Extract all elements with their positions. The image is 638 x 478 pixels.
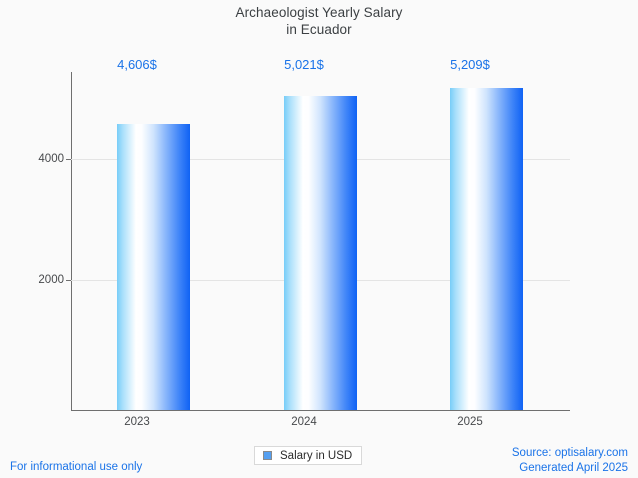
x-axis-line bbox=[71, 410, 570, 411]
bar-2024[interactable] bbox=[284, 96, 357, 410]
legend-label-salary: Salary in USD bbox=[280, 449, 353, 462]
bar-value-2025: 5,209$ bbox=[450, 57, 490, 72]
x-tick-label-2025: 2025 bbox=[457, 416, 483, 428]
footer-disclaimer: For informational use only bbox=[10, 461, 143, 473]
footer-source: Source: optisalary.com bbox=[511, 447, 628, 459]
bar-value-2024: 5,021$ bbox=[284, 57, 324, 72]
chart-legend[interactable]: Salary in USD bbox=[254, 446, 363, 465]
y-axis-line bbox=[71, 72, 72, 410]
bar-2023[interactable] bbox=[117, 124, 190, 410]
legend-swatch-icon bbox=[263, 451, 272, 460]
y-tick-mark-4000 bbox=[66, 159, 71, 160]
y-tick-label-4000: 4000 bbox=[38, 153, 64, 165]
bar-value-2023: 4,606$ bbox=[117, 57, 157, 72]
y-tick-mark-2000 bbox=[66, 280, 71, 281]
footer-generated: Generated April 2025 bbox=[519, 462, 628, 474]
footer-source-block: Source: optisalary.com Generated April 2… bbox=[512, 446, 628, 476]
x-tick-label-2024: 2024 bbox=[291, 416, 317, 428]
chart-title-line-2: in Ecuador bbox=[286, 22, 352, 37]
plot-area bbox=[66, 72, 570, 410]
y-tick-label-2000: 2000 bbox=[38, 274, 64, 286]
chart-title: Archaeologist Yearly Salary in Ecuador bbox=[0, 4, 638, 38]
bar-2025[interactable] bbox=[450, 88, 523, 410]
x-tick-label-2023: 2023 bbox=[124, 416, 150, 428]
chart-title-line-1: Archaeologist Yearly Salary bbox=[235, 5, 403, 20]
